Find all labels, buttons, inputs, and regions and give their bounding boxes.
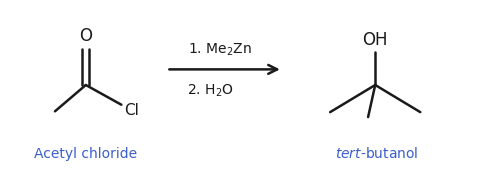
Text: 2. H$_2$O: 2. H$_2$O — [187, 82, 234, 99]
Text: Acetyl chloride: Acetyl chloride — [34, 147, 137, 161]
Text: OH: OH — [362, 31, 388, 49]
Text: O: O — [79, 27, 92, 45]
Text: Cl: Cl — [124, 103, 139, 118]
Text: 1. Me$_2$Zn: 1. Me$_2$Zn — [188, 41, 252, 58]
Text: $\mathit{tert}$-butanol: $\mathit{tert}$-butanol — [335, 146, 419, 161]
